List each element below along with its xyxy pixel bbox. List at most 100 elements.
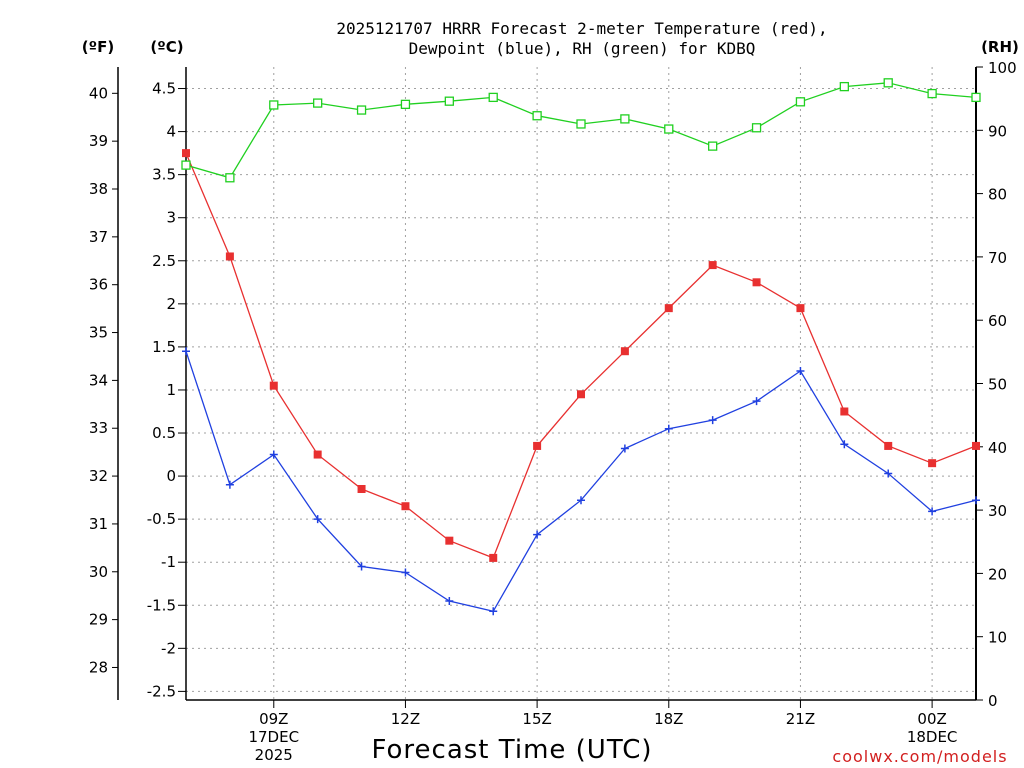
fahrenheit-tick-label: 36 [89,276,108,294]
temperature-point [972,441,980,450]
celsius-tick-label: 2.5 [152,252,176,270]
celsius-tick-label: 4 [166,123,176,141]
rh-point [269,100,279,110]
grid [186,67,976,700]
temperature-point [840,407,849,416]
x-tick-label: 21Z [786,710,815,728]
dewpoint-point [620,444,629,453]
dewpoint-point [533,530,542,539]
dewpoint-point [577,496,585,505]
fahrenheit-tick-label: 35 [89,324,108,342]
x-tick-label: 15Z [522,710,551,728]
fahrenheit-tick-label: 32 [89,467,108,485]
celsius-tick-label: -2 [161,639,176,657]
x-tick-sublabel: 2025 [255,746,293,764]
fahrenheit-tick-label: 39 [89,132,108,150]
rh-unit-label: (RH) [981,38,1019,56]
celsius-tick-label: -1.5 [147,596,176,614]
rh-tick-label: 40 [988,439,1007,457]
fahrenheit-tick-label: 29 [89,611,108,629]
title-line-2: Dewpoint (blue), RH (green) for KDBQ [409,39,756,58]
rh-point [532,111,542,121]
rh-point [751,123,762,133]
temperature-point [182,149,190,158]
series [181,78,981,616]
celsius-tick-label: 3 [166,209,176,227]
fahrenheit-tick-label: 28 [89,658,108,676]
temperature-point [269,381,278,390]
celsius-tick-label: 1 [166,381,176,399]
rh-tick-label: 30 [988,502,1007,520]
x-tick-label: 09Z [259,710,288,728]
rh-line [185,82,977,179]
dewpoint-point [664,424,673,433]
x-axis-label: Forecast Time (UTC) [371,735,652,765]
celsius-unit-label: (ºC) [150,38,183,56]
temperature-point [357,485,366,493]
fahrenheit-tick-label: 33 [89,419,108,437]
dewpoint-point [313,515,322,524]
title-line-1: 2025121707 HRRR Forecast 2-meter Tempera… [336,19,827,38]
rh-point [839,81,849,92]
dewpoint-point [752,397,761,406]
celsius-tick-label: -2.5 [147,682,176,700]
celsius-tick-label: 3.5 [152,166,176,184]
temperature-point [533,441,542,450]
dewpoint-line [185,350,977,613]
dewpoint-point [708,416,717,425]
rh-tick-label: 80 [988,186,1007,204]
rh-point [971,92,981,103]
rh-point [356,105,367,115]
celsius-tick-label: 1.5 [152,338,176,356]
dewpoint-point [182,347,190,356]
celsius-tick-label: 4.5 [152,80,176,98]
temperature-point [620,347,629,356]
temperature-point [664,304,673,313]
rh-point [620,114,630,124]
rh-point [664,124,674,134]
celsius-tick-label: 2 [166,295,176,313]
temperature-point [928,459,937,468]
rh-tick-label: 70 [988,249,1007,267]
rh-point [181,160,191,170]
dewpoint-point [269,450,278,459]
rh-point [927,88,937,99]
credit-link[interactable]: coolwx.com/models [832,747,1007,766]
fahrenheit-tick-label: 30 [89,563,108,581]
rh-tick-label: 90 [988,122,1007,140]
x-tick-label: 00Z [917,710,946,728]
x-tick-sublabel: 18DEC [907,728,958,746]
rh-point [708,141,718,151]
dewpoint-point [840,440,849,449]
fahrenheit-tick-label: 31 [89,515,108,533]
temperature-point [708,261,717,270]
celsius-tick-label: -1 [161,553,176,571]
rh-point [400,99,411,109]
temperature-point [225,252,234,261]
rh-tick-label: 10 [988,629,1007,647]
rh-tick-label: 0 [988,692,998,710]
dewpoint-point [445,596,454,605]
dewpoint-point [225,480,234,489]
dewpoint-point [928,507,937,516]
rh-point [488,92,498,103]
fahrenheit-tick-label: 37 [89,228,108,246]
rh-point [883,78,893,88]
rh-point [795,97,806,107]
celsius-tick-label: 0 [166,467,176,485]
dewpoint-point [884,469,893,478]
celsius-tick-label: 0.5 [152,424,176,442]
dewpoint-point [401,568,410,577]
rh-tick-label: 50 [988,376,1007,394]
fahrenheit-tick-label: 34 [89,371,108,389]
rh-point [225,173,235,183]
fahrenheit-unit-label: (ºF) [82,38,114,56]
celsius-tick-label: -0.5 [147,510,176,528]
fahrenheit-tick-label: 40 [89,84,108,102]
temperature-point [445,536,454,545]
temperature-point [577,390,585,399]
fahrenheit-tick-label: 38 [89,180,108,198]
rh-point [444,96,454,106]
temperature-point [752,278,761,287]
